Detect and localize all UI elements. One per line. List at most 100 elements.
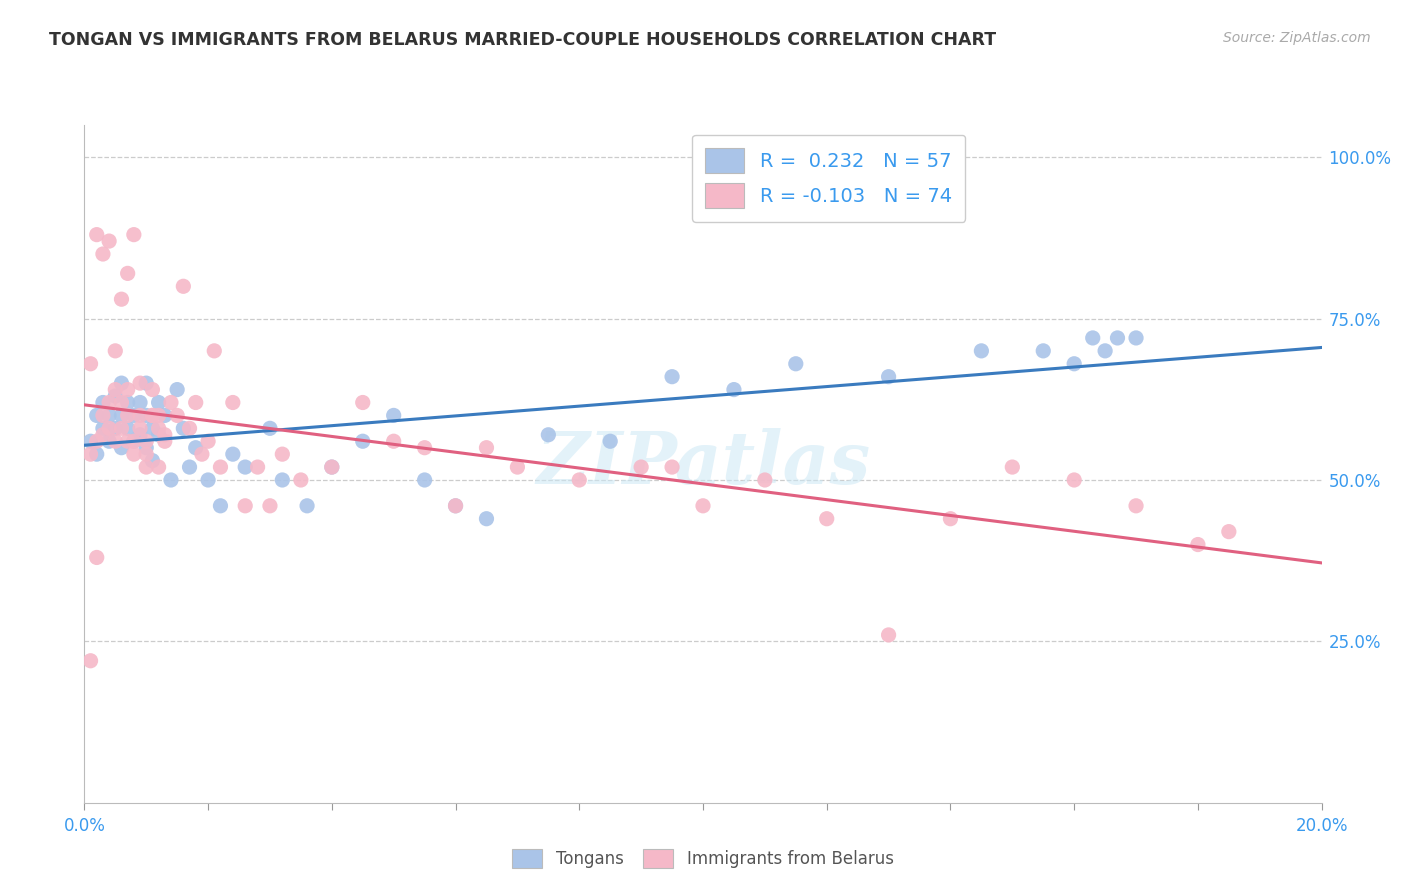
Point xyxy=(413,473,436,487)
Point xyxy=(444,499,467,513)
Point xyxy=(117,409,139,423)
Point xyxy=(141,383,163,397)
Point xyxy=(129,409,152,423)
Point xyxy=(122,447,145,461)
Point xyxy=(135,460,157,475)
Point xyxy=(352,395,374,409)
Point xyxy=(110,441,132,455)
Point xyxy=(122,227,145,242)
Point xyxy=(382,434,405,449)
Point xyxy=(568,473,591,487)
Point xyxy=(754,473,776,487)
Point xyxy=(1094,343,1116,358)
Point xyxy=(444,499,467,513)
Point xyxy=(661,369,683,384)
Point xyxy=(104,343,127,358)
Point xyxy=(141,409,163,423)
Text: TONGAN VS IMMIGRANTS FROM BELARUS MARRIED-COUPLE HOUSEHOLDS CORRELATION CHART: TONGAN VS IMMIGRANTS FROM BELARUS MARRIE… xyxy=(49,31,997,49)
Point xyxy=(117,434,139,449)
Point xyxy=(599,434,621,449)
Point xyxy=(246,460,269,475)
Point xyxy=(723,383,745,397)
Point xyxy=(98,434,121,449)
Point xyxy=(877,369,900,384)
Point xyxy=(166,409,188,423)
Point xyxy=(172,279,194,293)
Point xyxy=(1063,357,1085,371)
Point xyxy=(259,421,281,435)
Point xyxy=(630,460,652,475)
Point xyxy=(209,460,232,475)
Point xyxy=(129,427,152,442)
Point xyxy=(110,376,132,391)
Point xyxy=(153,427,176,442)
Point xyxy=(110,395,132,409)
Point xyxy=(153,434,176,449)
Point xyxy=(475,512,498,526)
Point xyxy=(1001,460,1024,475)
Point xyxy=(79,447,101,461)
Point xyxy=(271,447,294,461)
Point xyxy=(191,447,214,461)
Point xyxy=(91,395,114,409)
Point xyxy=(1125,331,1147,345)
Point xyxy=(179,460,201,475)
Point xyxy=(271,473,294,487)
Point xyxy=(877,628,900,642)
Point xyxy=(233,499,256,513)
Point xyxy=(91,409,114,423)
Point xyxy=(785,357,807,371)
Point xyxy=(815,512,838,526)
Point xyxy=(129,421,152,435)
Point xyxy=(98,409,121,423)
Point xyxy=(475,441,498,455)
Text: ZIPatlas: ZIPatlas xyxy=(536,428,870,500)
Point xyxy=(290,473,312,487)
Point xyxy=(129,376,152,391)
Point xyxy=(117,383,139,397)
Point xyxy=(141,453,163,467)
Point xyxy=(148,409,170,423)
Point xyxy=(122,434,145,449)
Point xyxy=(79,357,101,371)
Point xyxy=(141,409,163,423)
Point xyxy=(939,512,962,526)
Point xyxy=(413,441,436,455)
Point xyxy=(184,441,207,455)
Point xyxy=(222,447,245,461)
Point xyxy=(153,409,176,423)
Point xyxy=(79,434,101,449)
Point xyxy=(117,266,139,280)
Point xyxy=(197,473,219,487)
Point xyxy=(141,421,163,435)
Point xyxy=(506,460,529,475)
Point xyxy=(537,427,560,442)
Point xyxy=(98,234,121,248)
Point xyxy=(129,395,152,409)
Point xyxy=(122,409,145,423)
Point xyxy=(1125,499,1147,513)
Point xyxy=(166,383,188,397)
Point xyxy=(172,421,194,435)
Point xyxy=(86,227,108,242)
Point xyxy=(104,421,127,435)
Point xyxy=(122,434,145,449)
Point xyxy=(1107,331,1129,345)
Point xyxy=(692,499,714,513)
Point xyxy=(179,421,201,435)
Point xyxy=(98,421,121,435)
Point xyxy=(91,421,114,435)
Point xyxy=(148,460,170,475)
Legend: Tongans, Immigrants from Belarus: Tongans, Immigrants from Belarus xyxy=(506,843,900,875)
Point xyxy=(661,460,683,475)
Point xyxy=(110,421,132,435)
Point xyxy=(382,409,405,423)
Point xyxy=(352,434,374,449)
Point xyxy=(135,409,157,423)
Point xyxy=(1063,473,1085,487)
Point xyxy=(117,421,139,435)
Point xyxy=(110,292,132,306)
Point xyxy=(135,447,157,461)
Point xyxy=(148,427,170,442)
Point xyxy=(91,427,114,442)
